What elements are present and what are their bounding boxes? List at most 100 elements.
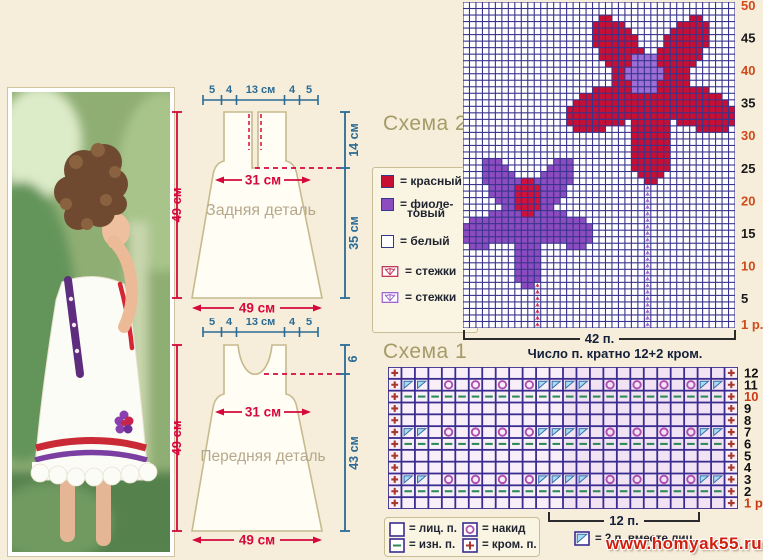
svg-text:12: 12 bbox=[744, 365, 758, 380]
symbol-label: = изн. п. bbox=[409, 539, 456, 551]
photo bbox=[8, 88, 174, 556]
legend-label: = стежки bbox=[405, 290, 457, 304]
schema2-width-label: 42 п. bbox=[584, 331, 615, 346]
svg-text:9: 9 bbox=[744, 401, 751, 416]
svg-text:35: 35 bbox=[741, 96, 755, 111]
front-chest-value: 31 см bbox=[245, 405, 281, 420]
back-left-measure bbox=[172, 111, 182, 299]
watermark: www.homyak55.ru bbox=[606, 534, 763, 553]
svg-text:5: 5 bbox=[741, 291, 748, 306]
back-chest-value: 31 см bbox=[245, 173, 281, 188]
legend-label: = фиоле- bbox=[400, 197, 454, 211]
back-right-top-value: 14 см bbox=[347, 123, 361, 157]
svg-text:25: 25 bbox=[741, 161, 755, 176]
red-square-icon bbox=[381, 174, 394, 188]
svg-text:4: 4 bbox=[744, 460, 752, 475]
schema1-repeat-bracket: 12 п. bbox=[548, 512, 701, 528]
girl bbox=[30, 143, 158, 546]
legend-item-violet: = фиоле- bbox=[381, 197, 473, 211]
back-right-bottom-value: 35 см bbox=[347, 216, 361, 250]
svg-text:30: 30 bbox=[741, 128, 755, 143]
back-dashed-lines bbox=[248, 114, 345, 169]
back-bottom-value: 49 см bbox=[239, 301, 275, 316]
legend-item-white: = белый bbox=[381, 234, 473, 248]
svg-text:8: 8 bbox=[744, 413, 751, 428]
red-stitches-icon bbox=[381, 265, 399, 277]
legend-item-purple-stitches: = стежки bbox=[381, 290, 473, 304]
back-left-value: 49 см bbox=[169, 188, 184, 223]
ruler-label: 5 bbox=[209, 318, 215, 328]
repeat-note: Число п. кратно 12+2 кром. bbox=[527, 346, 703, 361]
front-piece-label: Передняя деталь bbox=[200, 448, 325, 465]
svg-text:20: 20 bbox=[741, 193, 755, 208]
ruler-label: 4 bbox=[226, 84, 233, 96]
purl-square-icon bbox=[389, 537, 405, 553]
symbol-item-yarnover: = накид bbox=[462, 521, 535, 537]
ruler-label: 4 bbox=[226, 318, 233, 328]
front-right-measure bbox=[340, 344, 350, 532]
svg-text:1 р.: 1 р. bbox=[741, 317, 763, 332]
svg-text:6: 6 bbox=[744, 436, 751, 451]
front-piece-diagram: 5 4 13 см 4 5 31 см Передняя деталь 49 с… bbox=[169, 318, 361, 548]
front-left-value: 49 см bbox=[169, 421, 184, 456]
svg-text:1 р.: 1 р. bbox=[744, 496, 763, 511]
svg-text:3: 3 bbox=[744, 472, 751, 487]
purple-stitches-icon bbox=[381, 291, 399, 303]
svg-text:45: 45 bbox=[741, 30, 755, 45]
svg-text:50: 50 bbox=[741, 0, 755, 13]
white-square-icon bbox=[381, 234, 394, 248]
front-left-measure bbox=[172, 344, 182, 532]
edge-square-icon bbox=[462, 537, 478, 553]
svg-text:2: 2 bbox=[744, 484, 751, 499]
symbol-label: = накид bbox=[482, 523, 526, 535]
k2tog-square-icon bbox=[574, 531, 590, 546]
front-bottom-value: 49 см bbox=[239, 533, 275, 548]
svg-text:11: 11 bbox=[744, 377, 758, 392]
front-right-top-value: 6 bbox=[346, 355, 360, 362]
svg-text:40: 40 bbox=[741, 63, 755, 78]
ruler-label: 5 bbox=[306, 84, 312, 96]
ruler-label: 5 bbox=[306, 318, 312, 328]
symbol-item-edge: = кром. п. bbox=[462, 537, 537, 553]
legend-label-wrap: товый bbox=[407, 206, 446, 220]
schema1-title: Схема 1 bbox=[383, 340, 468, 363]
purple-square-icon bbox=[381, 197, 394, 211]
back-right-measure bbox=[340, 111, 350, 299]
yarnover-square-icon bbox=[462, 521, 478, 537]
front-outline bbox=[191, 344, 323, 532]
symbol-label: = 2 п. вместе лиц. bbox=[595, 532, 696, 545]
photo-illustration bbox=[12, 92, 170, 552]
symbol-label: = лиц. п. bbox=[409, 523, 457, 535]
schema2-title: Схема 2 bbox=[383, 112, 468, 135]
legend-item-red: = красный bbox=[381, 174, 473, 188]
ruler-label: 13 см bbox=[246, 84, 276, 96]
svg-text:10: 10 bbox=[744, 389, 758, 404]
flower-applique bbox=[114, 410, 134, 434]
ruler-label: 13 см bbox=[246, 318, 276, 328]
schema1-repeat-label: 12 п. bbox=[609, 513, 639, 528]
symbol-label: = кром. п. bbox=[482, 539, 537, 551]
svg-text:5: 5 bbox=[744, 448, 751, 463]
back-piece-label: Задняя деталь bbox=[206, 202, 316, 219]
front-ruler bbox=[202, 327, 319, 337]
back-piece-diagram: 5 4 13 см 4 5 31 см Задняя деталь 49 см … bbox=[169, 84, 361, 316]
symbol-item-knit: = лиц. п. bbox=[389, 521, 462, 537]
symbol-item-purl: = изн. п. bbox=[389, 537, 462, 553]
svg-text:10: 10 bbox=[741, 259, 755, 274]
legend-label: = красный bbox=[400, 174, 462, 188]
ruler-label: 4 bbox=[289, 318, 296, 328]
ruler-label: 5 bbox=[209, 84, 215, 96]
back-ruler bbox=[202, 95, 319, 105]
svg-text:15: 15 bbox=[741, 226, 755, 241]
symbol-legend: = лиц. п. = накид = изн. п. = кром. п. bbox=[384, 517, 540, 557]
ruler-label: 4 bbox=[289, 84, 296, 96]
symbol-item-k2tog: = 2 п. вместе лиц. bbox=[574, 531, 696, 546]
schema2-width-bracket: 42 п. bbox=[463, 330, 737, 346]
schema2-grid: 50 45 40 35 30 25 20 15 10 5 1 р. bbox=[463, 0, 763, 332]
knit-square-icon bbox=[389, 521, 405, 537]
front-right-bottom-value: 43 см bbox=[347, 436, 361, 470]
legend-label: = белый bbox=[400, 234, 450, 248]
legend-item-red-stitches: = стежки bbox=[381, 264, 473, 278]
